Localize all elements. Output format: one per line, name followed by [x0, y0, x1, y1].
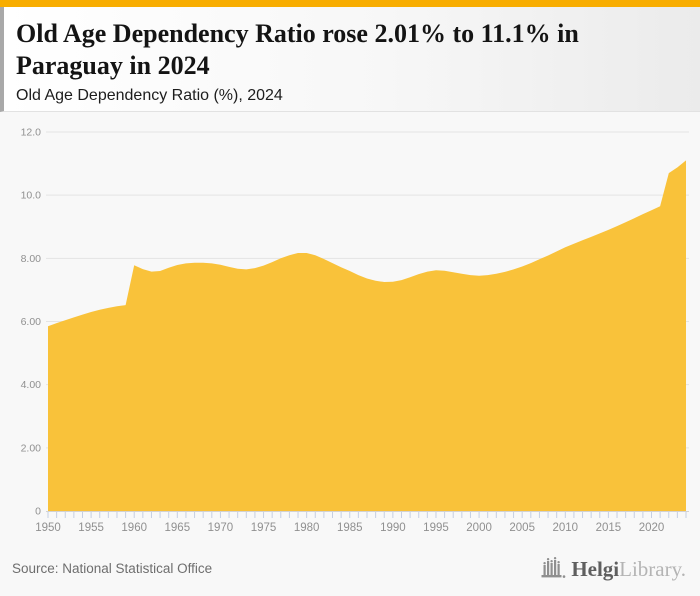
- chart-area: 1950 1955 1960 1965 1970 1975 1980 1985 1990 1995…: [0, 112, 700, 540]
- chart-subtitle: Old Age Dependency Ratio (%), 2024: [16, 87, 283, 104]
- source-note: Source: National Statistical Office: [12, 560, 213, 576]
- svg-text:2010: 2010: [553, 522, 579, 534]
- area-series: [48, 160, 686, 511]
- svg-text:1955: 1955: [78, 522, 104, 534]
- svg-text:0: 0: [35, 506, 41, 518]
- logo-wordmark: HelgiLibrary.: [571, 558, 686, 580]
- svg-text:2000: 2000: [466, 522, 492, 534]
- logo-brand-dark: Helgi: [571, 557, 620, 581]
- x-tick-marks: [47, 512, 687, 518]
- svg-text:1950: 1950: [35, 522, 61, 534]
- svg-text:2020: 2020: [639, 522, 665, 534]
- svg-text:1995: 1995: [423, 522, 449, 534]
- area-chart: 1950 1955 1960 1965 1970 1975 1980 1985 1990 1995…: [21, 127, 689, 534]
- logo-brand-light: Library.: [619, 557, 686, 581]
- svg-text:12.0: 12.0: [21, 127, 42, 139]
- chart-header: Old Age Dependency Ratio rose 2.01% to 1…: [0, 7, 700, 112]
- svg-text:6.00: 6.00: [21, 316, 42, 328]
- svg-text:2.00: 2.00: [21, 442, 42, 454]
- svg-text:4.00: 4.00: [21, 379, 42, 391]
- svg-text:1990: 1990: [380, 522, 406, 534]
- helgi-library-logo[interactable]: HelgiLibrary.: [540, 556, 686, 580]
- svg-text:8.00: 8.00: [21, 253, 42, 265]
- y-axis-labels: 0 2.00 4.00 6.00 8.00 10.0 12.0: [21, 127, 42, 518]
- x-axis-labels: 1950 1955 1960 1965 1970 1975 1980 1985 1990 1995…: [35, 522, 664, 534]
- svg-text:1975: 1975: [251, 522, 277, 534]
- chart-footer: Source: National Statistical Office: [0, 540, 700, 596]
- svg-text:1970: 1970: [208, 522, 234, 534]
- svg-text:1985: 1985: [337, 522, 363, 534]
- svg-text:10.0: 10.0: [21, 190, 42, 202]
- svg-text:2005: 2005: [509, 522, 535, 534]
- chart-title: Old Age Dependency Ratio rose 2.01% to 1…: [16, 19, 579, 80]
- svg-text:1960: 1960: [121, 522, 147, 534]
- svg-text:1980: 1980: [294, 522, 320, 534]
- svg-text:1965: 1965: [165, 522, 191, 534]
- svg-text:2015: 2015: [596, 522, 622, 534]
- accent-topbar: [0, 0, 700, 7]
- helgi-logo-icon: [541, 557, 566, 578]
